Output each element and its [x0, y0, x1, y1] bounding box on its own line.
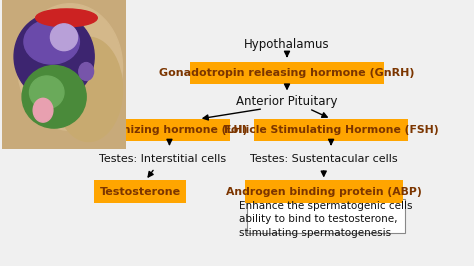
FancyBboxPatch shape — [94, 180, 186, 203]
Ellipse shape — [22, 65, 86, 128]
Ellipse shape — [36, 9, 97, 27]
Text: Gonadotropin releasing hormone (GnRH): Gonadotropin releasing hormone (GnRH) — [159, 68, 415, 78]
Text: Luteinizing hormone (LH): Luteinizing hormone (LH) — [92, 125, 247, 135]
Ellipse shape — [50, 24, 78, 51]
Text: Testosterone: Testosterone — [100, 187, 181, 197]
Ellipse shape — [18, 4, 122, 130]
FancyBboxPatch shape — [190, 62, 384, 84]
FancyBboxPatch shape — [245, 180, 403, 203]
Ellipse shape — [29, 76, 64, 109]
Text: Androgen binding protein (ABP): Androgen binding protein (ABP) — [226, 187, 421, 197]
Text: Enhance the spermatogenic cells
ability to bind to testosterone,
stimulating spe: Enhance the spermatogenic cells ability … — [239, 201, 412, 238]
Ellipse shape — [55, 37, 122, 142]
FancyBboxPatch shape — [2, 0, 126, 149]
Text: Hypothalamus: Hypothalamus — [244, 38, 330, 51]
Text: Anterior Pituitary: Anterior Pituitary — [236, 95, 338, 108]
Text: Follicle Stimulating Hormone (FSH): Follicle Stimulating Hormone (FSH) — [224, 125, 438, 135]
FancyBboxPatch shape — [109, 119, 230, 142]
Ellipse shape — [14, 13, 94, 100]
Circle shape — [33, 98, 53, 122]
Ellipse shape — [24, 19, 79, 64]
Circle shape — [79, 63, 93, 80]
FancyBboxPatch shape — [254, 119, 408, 142]
Text: Testes: Interstitial cells: Testes: Interstitial cells — [99, 154, 226, 164]
Text: Testes: Sustentacular cells: Testes: Sustentacular cells — [250, 154, 398, 164]
FancyBboxPatch shape — [246, 199, 405, 233]
